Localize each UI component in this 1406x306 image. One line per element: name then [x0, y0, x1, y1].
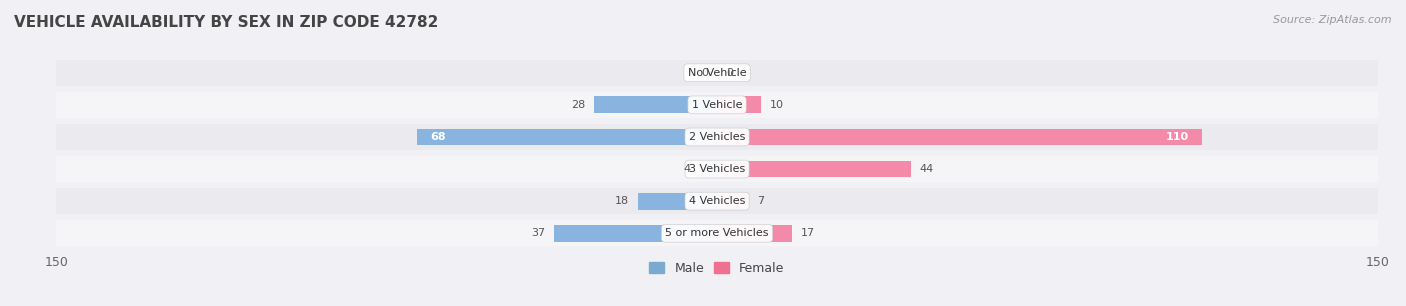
Bar [56, 124, 1378, 150]
Bar [56, 92, 1378, 118]
Text: 37: 37 [531, 228, 546, 238]
Legend: Male, Female: Male, Female [644, 257, 790, 280]
Text: 2 Vehicles: 2 Vehicles [689, 132, 745, 142]
Text: 7: 7 [756, 196, 763, 206]
Text: 4 Vehicles: 4 Vehicles [689, 196, 745, 206]
Text: 110: 110 [1166, 132, 1188, 142]
Text: 17: 17 [801, 228, 815, 238]
Bar [717, 193, 748, 210]
Text: 0: 0 [702, 68, 709, 78]
Text: 0: 0 [725, 68, 733, 78]
Text: 68: 68 [430, 132, 446, 142]
Bar [593, 96, 717, 113]
Text: 44: 44 [920, 164, 934, 174]
Bar [56, 188, 1378, 214]
Text: 10: 10 [770, 100, 785, 110]
Bar [418, 129, 717, 145]
Text: 1 Vehicle: 1 Vehicle [692, 100, 742, 110]
Bar [717, 129, 1202, 145]
Bar [554, 225, 717, 242]
Text: 18: 18 [614, 196, 628, 206]
Text: No Vehicle: No Vehicle [688, 68, 747, 78]
Text: 5 or more Vehicles: 5 or more Vehicles [665, 228, 769, 238]
Text: Source: ZipAtlas.com: Source: ZipAtlas.com [1274, 15, 1392, 25]
Bar [638, 193, 717, 210]
Bar [717, 225, 792, 242]
Bar [699, 161, 717, 177]
Bar [717, 161, 911, 177]
Text: VEHICLE AVAILABILITY BY SEX IN ZIP CODE 42782: VEHICLE AVAILABILITY BY SEX IN ZIP CODE … [14, 15, 439, 30]
Bar [56, 156, 1378, 182]
Bar [717, 96, 761, 113]
Text: 28: 28 [571, 100, 585, 110]
Text: 4: 4 [683, 164, 690, 174]
Bar [56, 60, 1378, 86]
Bar [56, 220, 1378, 246]
Text: 3 Vehicles: 3 Vehicles [689, 164, 745, 174]
